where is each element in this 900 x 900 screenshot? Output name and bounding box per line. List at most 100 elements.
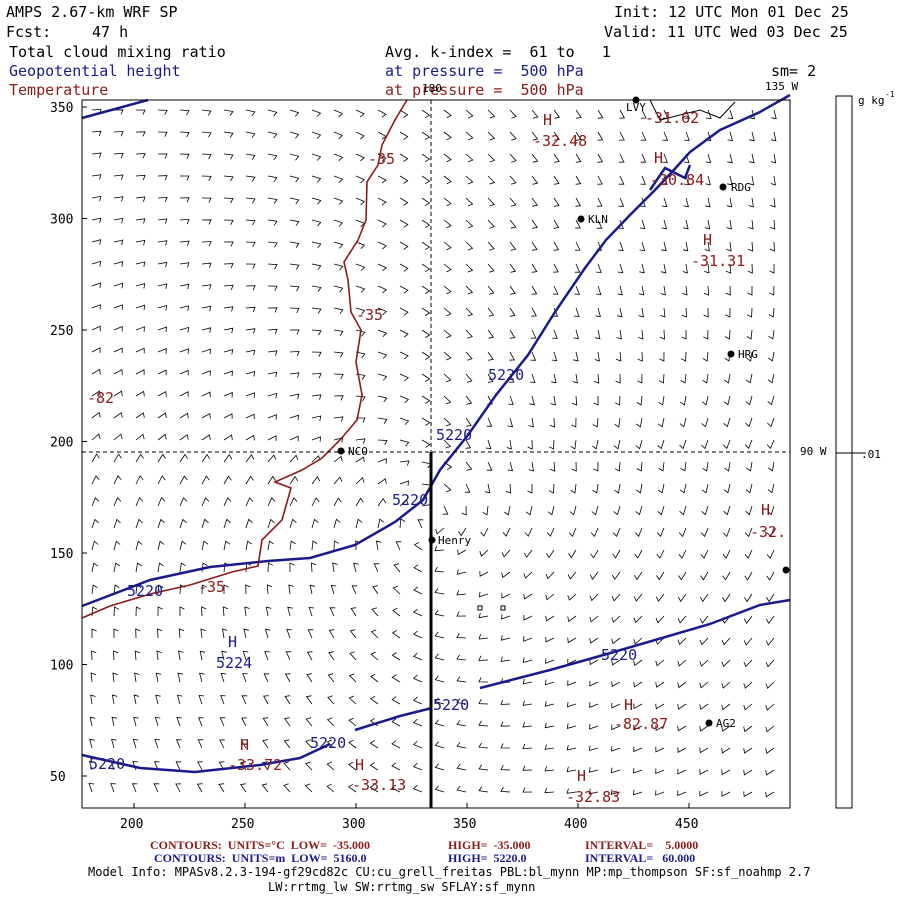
wind-barb xyxy=(456,632,467,639)
wind-barb xyxy=(633,703,643,710)
wind-barb xyxy=(113,390,123,397)
wind-barb xyxy=(333,329,344,336)
wind-barb xyxy=(421,109,431,119)
wind-barb xyxy=(421,439,431,448)
wind-barb xyxy=(568,549,577,559)
wind-barb xyxy=(545,571,555,580)
wind-barb xyxy=(355,197,366,206)
wind-barb xyxy=(91,260,102,267)
wind-barb xyxy=(502,527,511,537)
wind-barb xyxy=(399,285,409,294)
wind-barb xyxy=(132,738,139,749)
wind-barb xyxy=(566,723,577,729)
wind-barb xyxy=(767,417,775,428)
wind-barb xyxy=(748,197,754,208)
wind-barb xyxy=(311,329,322,336)
wind-barb xyxy=(703,329,709,340)
wind-barb xyxy=(745,395,753,406)
wind-barb xyxy=(443,131,452,141)
wind-barb xyxy=(768,329,775,340)
wind-barb xyxy=(443,483,452,493)
wind-barb xyxy=(369,784,379,793)
wind-barb xyxy=(421,417,431,426)
wind-barb xyxy=(509,329,516,339)
wind-barb xyxy=(765,791,775,798)
wind-barb xyxy=(589,659,599,666)
wind-barb xyxy=(283,739,291,749)
wind-barb xyxy=(355,263,366,271)
wind-barb xyxy=(553,131,560,141)
wind-barb xyxy=(657,483,665,494)
wind-barb xyxy=(91,496,100,507)
wind-barb xyxy=(504,505,511,516)
wind-barb xyxy=(434,785,445,793)
temp-label-4: -82 xyxy=(87,389,114,407)
wind-barb xyxy=(89,738,95,749)
wind-barb xyxy=(527,483,533,494)
wind-barb xyxy=(596,197,603,207)
wind-barb xyxy=(434,719,445,727)
wind-barb xyxy=(744,571,753,581)
wind-barb xyxy=(531,219,538,229)
wind-barb xyxy=(267,454,277,463)
wind-barb xyxy=(640,153,647,163)
wind-barb xyxy=(531,153,539,163)
wind-barb xyxy=(465,263,474,273)
wind-barb xyxy=(355,395,366,402)
wind-barb xyxy=(745,417,753,428)
temp-label-3: -35 xyxy=(198,578,225,596)
wind-barb xyxy=(574,241,581,251)
wind-barb xyxy=(434,675,445,683)
wind-barb xyxy=(749,153,755,164)
wind-barb xyxy=(392,585,401,595)
wind-barb xyxy=(135,131,146,137)
wind-barb xyxy=(261,783,269,793)
wind-barb xyxy=(443,175,452,185)
wind-barb xyxy=(530,351,537,361)
wind-barb xyxy=(765,725,775,733)
wind-barb xyxy=(284,673,291,683)
wind-barb xyxy=(523,636,533,642)
wind-barb xyxy=(179,606,185,617)
wind-barb xyxy=(347,783,357,793)
wind-barb xyxy=(399,460,410,466)
wind-barb xyxy=(421,461,432,469)
wind-barb xyxy=(333,131,344,140)
wind-barb xyxy=(333,197,344,205)
wind-barb xyxy=(743,769,753,776)
color-bar-value: .01 xyxy=(861,448,881,461)
wind-barb xyxy=(530,329,537,339)
wind-barb xyxy=(353,562,359,573)
wind-barb xyxy=(638,285,645,296)
wind-barb xyxy=(391,740,401,749)
wind-barb xyxy=(547,505,555,516)
wind-barb xyxy=(399,439,410,447)
wind-barb xyxy=(544,701,555,707)
wind-barb xyxy=(355,241,366,249)
wind-barb xyxy=(241,695,248,705)
wind-barb xyxy=(412,762,423,771)
wind-barb xyxy=(531,285,538,295)
wind-barb xyxy=(677,703,687,710)
wind-barb xyxy=(391,652,401,661)
wind-barb xyxy=(285,651,292,661)
station-dot-edge xyxy=(782,566,790,574)
wind-barb xyxy=(91,562,99,573)
wind-barb xyxy=(197,739,204,749)
wind-barb xyxy=(135,218,146,224)
wind-barb xyxy=(614,417,621,428)
wind-barb xyxy=(487,329,495,339)
wind-barb xyxy=(113,261,124,267)
wind-barb xyxy=(289,219,300,227)
y-tick-label: 350 xyxy=(50,101,73,116)
temp-label-7: -30.84 xyxy=(650,171,704,189)
wind-barb xyxy=(311,197,322,205)
wind-barb xyxy=(355,351,366,359)
temp-contour-info: CONTOURS: UNITS=°C LOW= -35.000 xyxy=(150,838,370,852)
coastline xyxy=(649,99,736,121)
wind-barb xyxy=(267,414,277,420)
wind-barb xyxy=(765,703,775,711)
wind-barb xyxy=(522,700,533,706)
wind-barb xyxy=(135,412,145,419)
wind-barb xyxy=(330,584,337,595)
